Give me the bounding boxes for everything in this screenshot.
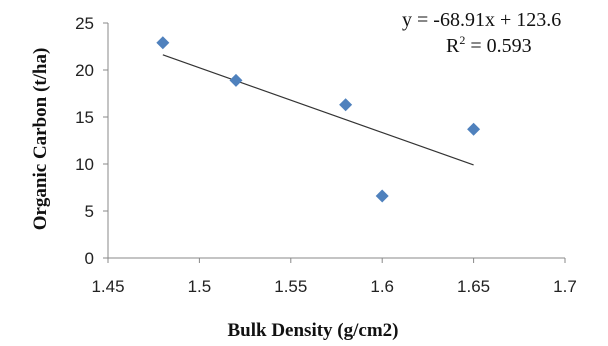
- y-tick-label: 25: [75, 14, 94, 33]
- y-tick-group: 0 5 10 15 20 25: [75, 14, 108, 268]
- x-tick-label: 1.55: [274, 277, 307, 296]
- data-point: [156, 36, 170, 50]
- y-tick-label: 0: [85, 249, 94, 268]
- data-point: [375, 189, 389, 203]
- x-tick-label: 1.65: [457, 277, 490, 296]
- y-tick-label: 15: [75, 108, 94, 127]
- trendline-equation: y = -68.91x + 123.6: [402, 9, 561, 31]
- r-squared-value: = 0.593: [465, 35, 531, 57]
- trendline: [162, 54, 474, 166]
- y-axis-title: Organic Carbon (t/ha): [30, 48, 51, 231]
- x-tick-group: 1.45 1.5 1.55 1.6 1.65 1.7: [91, 258, 577, 296]
- y-tick-label: 20: [75, 61, 94, 80]
- x-tick-label: 1.6: [370, 277, 394, 296]
- trendline-group: [162, 54, 474, 166]
- x-tick-label: 1.7: [553, 277, 577, 296]
- data-points-group: [156, 36, 481, 203]
- plot-area: 1.45 1.5 1.55 1.6 1.65 1.7 0 5 10 15 20 25: [75, 14, 577, 296]
- x-tick-label: 1.5: [188, 277, 212, 296]
- x-tick-label: 1.45: [91, 277, 124, 296]
- x-axis-title: Bulk Density (g/cm2): [228, 320, 399, 341]
- r-squared-superscript: 2: [459, 33, 465, 47]
- y-tick-label: 10: [75, 155, 94, 174]
- r-squared-prefix: R: [446, 35, 460, 57]
- r-squared-label: R2 = 0.593: [446, 33, 532, 57]
- data-point: [229, 73, 243, 87]
- data-point: [339, 98, 353, 112]
- y-tick-label: 5: [85, 202, 94, 221]
- data-point: [467, 122, 481, 136]
